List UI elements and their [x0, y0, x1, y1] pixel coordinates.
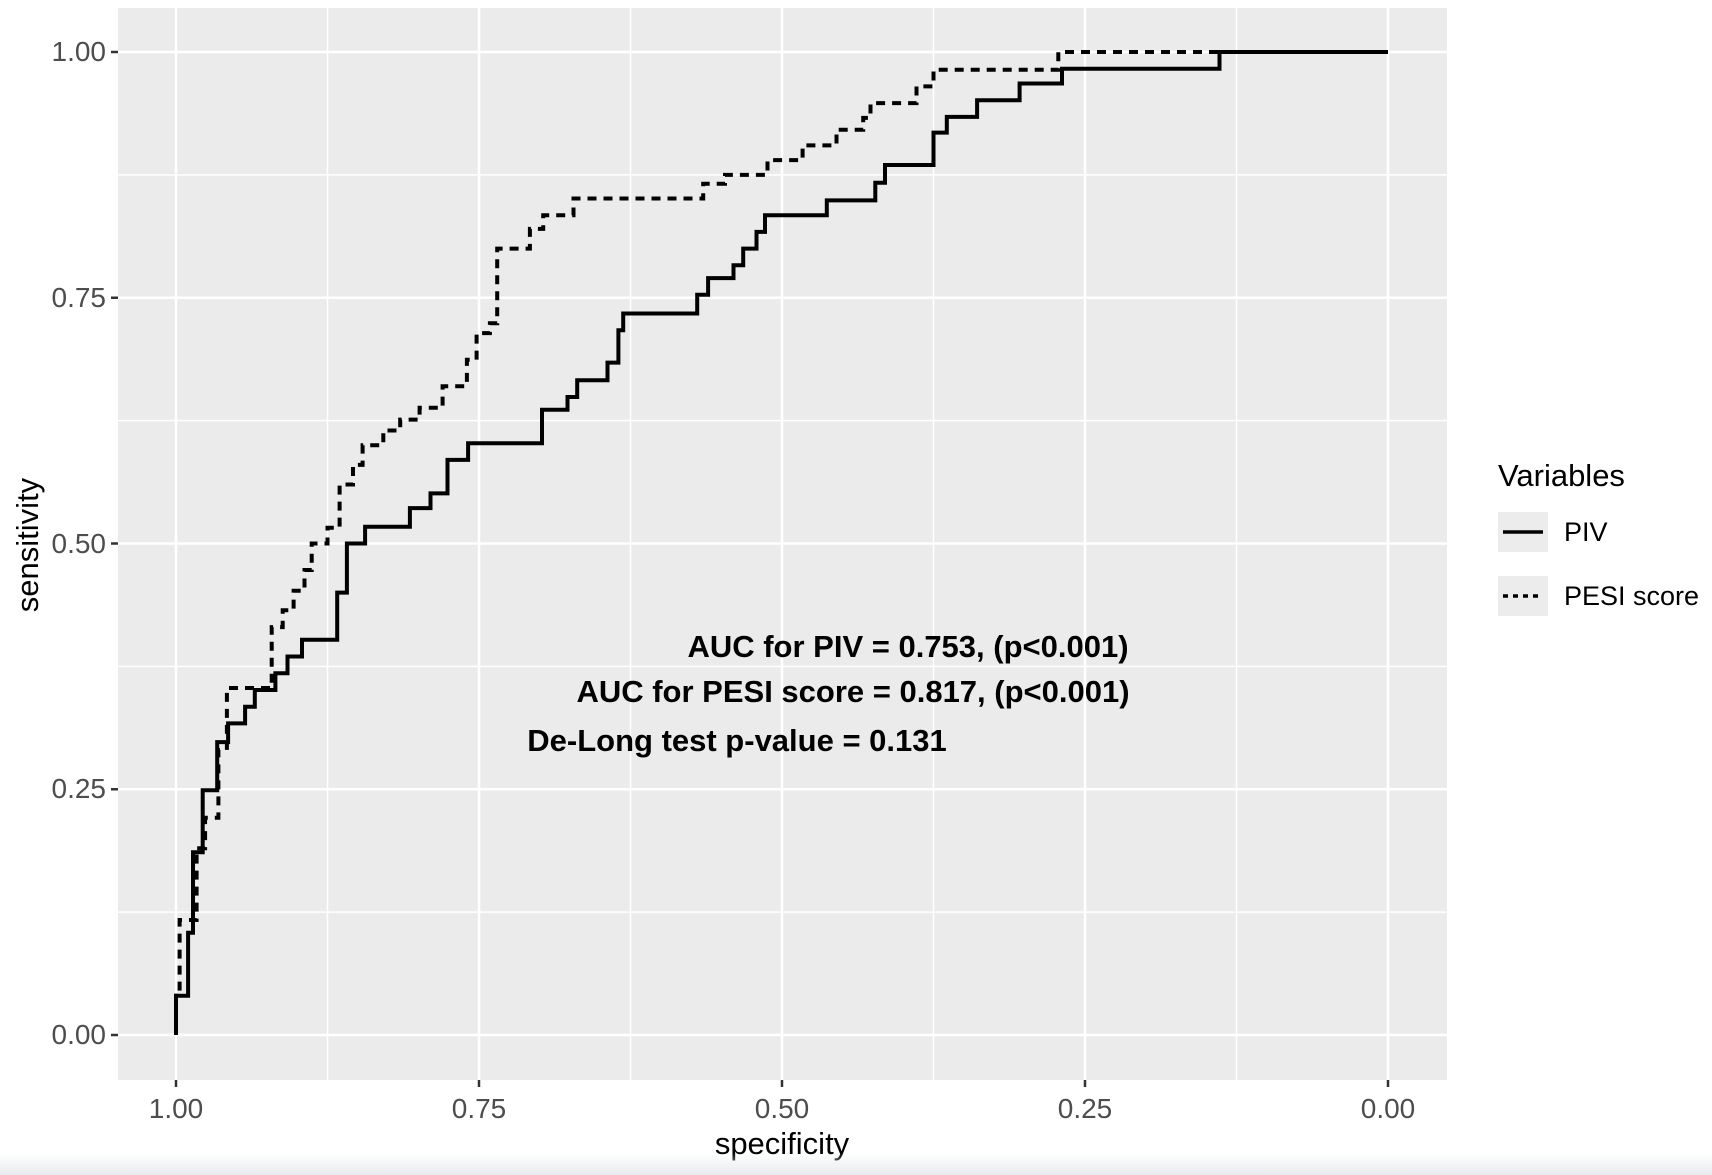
- x-tick-label: 0.50: [754, 1093, 810, 1124]
- screenshot-bottom-edge: [0, 1153, 1712, 1175]
- y-tick-label: 1.00: [51, 36, 107, 67]
- legend-key-dashed-line-icon: [1498, 576, 1548, 616]
- roc-curve-piv: [174, 50, 1388, 1035]
- legend-item-pesi: PESI score: [1498, 576, 1699, 616]
- y-tick-label: 0.50: [51, 527, 107, 559]
- legend-label-pesi: PESI score: [1564, 580, 1700, 611]
- x-tick-label: 0.25: [1057, 1093, 1113, 1124]
- x-tick-label: 1.00: [148, 1093, 204, 1124]
- y-tick-label: 0.75: [51, 281, 107, 313]
- annotation-delong: De-Long test p-value = 0.131: [527, 723, 947, 758]
- legend-title: Variables: [1498, 458, 1625, 493]
- annotation-auc-pesi: AUC for PESI score = 0.817, (p<0.001): [576, 674, 1130, 709]
- legend: Variables PIV PESI score: [1498, 458, 1699, 640]
- annotation-auc-piv: AUC for PIV = 0.753, (p<0.001): [687, 629, 1129, 664]
- axis-tick-marks: [111, 50, 1390, 1087]
- grid-major-lines: [118, 8, 1447, 1080]
- y-tick-label: 0.25: [51, 773, 107, 805]
- legend-label-piv: PIV: [1564, 516, 1608, 547]
- legend-item-piv: PIV: [1498, 512, 1699, 552]
- y-tick-label: 0.00: [51, 1019, 107, 1050]
- legend-key-solid-line-icon: [1498, 512, 1548, 552]
- y-axis-title: sensitivity: [10, 477, 45, 613]
- x-tick-label: 0.75: [451, 1093, 507, 1124]
- x-tick-label: 0.00: [1360, 1093, 1416, 1124]
